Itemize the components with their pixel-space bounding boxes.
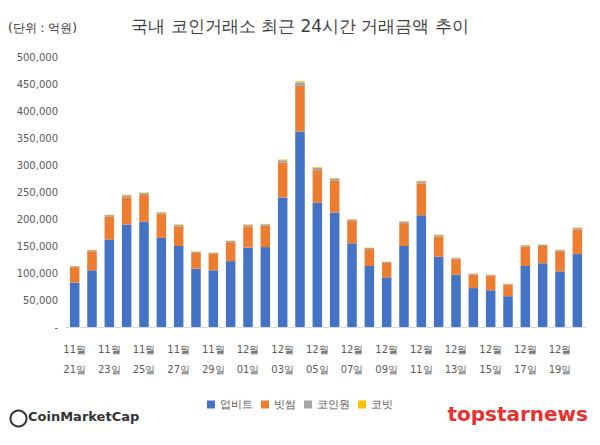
svg-text:27일: 27일 xyxy=(167,364,190,375)
svg-text:12월: 12월 xyxy=(514,344,537,355)
svg-text:12월: 12월 xyxy=(237,344,260,355)
svg-text:09일: 09일 xyxy=(375,364,398,375)
svg-text:03일: 03일 xyxy=(271,364,294,375)
svg-text:100,000: 100,000 xyxy=(17,268,58,279)
svg-text:12월: 12월 xyxy=(375,344,398,355)
svg-text:11일: 11일 xyxy=(410,364,433,375)
svg-text:300,000: 300,000 xyxy=(17,160,58,171)
svg-text:23일: 23일 xyxy=(98,364,121,375)
svg-text:12월: 12월 xyxy=(341,344,364,355)
svg-text:400,000: 400,000 xyxy=(17,106,58,117)
svg-text:빗썸: 빗썸 xyxy=(274,398,296,411)
svg-text:25일: 25일 xyxy=(133,364,156,375)
svg-text:12월: 12월 xyxy=(306,344,329,355)
svg-text:11월: 11월 xyxy=(98,344,121,355)
svg-text:29일: 29일 xyxy=(202,364,225,375)
svg-text:21일: 21일 xyxy=(63,364,86,375)
svg-text:국내 코인거래소 최근 24시간 거래금액 추이: 국내 코인거래소 최근 24시간 거래금액 추이 xyxy=(131,16,469,36)
svg-text:12월: 12월 xyxy=(549,344,572,355)
svg-text:05일: 05일 xyxy=(306,364,329,375)
svg-text:500,000: 500,000 xyxy=(17,52,58,63)
svg-text:업비트: 업비트 xyxy=(220,398,253,411)
svg-text:350,000: 350,000 xyxy=(17,133,58,144)
svg-text:19일: 19일 xyxy=(549,364,572,375)
svg-text:-: - xyxy=(54,322,58,333)
svg-text:11월: 11월 xyxy=(63,344,86,355)
svg-text:17일: 17일 xyxy=(514,364,537,375)
svg-text:11월: 11월 xyxy=(202,344,225,355)
svg-text:코인원: 코인원 xyxy=(317,398,350,411)
svg-text:12월: 12월 xyxy=(271,344,294,355)
svg-text:(단위 : 억원): (단위 : 억원) xyxy=(8,21,77,35)
svg-text:250,000: 250,000 xyxy=(17,187,58,198)
svg-text:12월: 12월 xyxy=(410,344,433,355)
svg-text:07일: 07일 xyxy=(341,364,364,375)
svg-text:150,000: 150,000 xyxy=(17,241,58,252)
svg-text:11월: 11월 xyxy=(133,344,156,355)
svg-text:50,000: 50,000 xyxy=(23,295,58,306)
svg-text:15일: 15일 xyxy=(479,364,502,375)
svg-text:200,000: 200,000 xyxy=(17,214,58,225)
svg-text:11월: 11월 xyxy=(167,344,190,355)
svg-text:12월: 12월 xyxy=(479,344,502,355)
svg-text:CoinMarketCap: CoinMarketCap xyxy=(28,409,139,424)
svg-text:topstarnews: topstarnews xyxy=(447,402,588,426)
svg-text:12월: 12월 xyxy=(445,344,468,355)
svg-text:코빗: 코빗 xyxy=(371,398,393,411)
svg-text:450,000: 450,000 xyxy=(17,79,58,90)
svg-text:01일: 01일 xyxy=(237,364,260,375)
svg-text:13일: 13일 xyxy=(445,364,468,375)
